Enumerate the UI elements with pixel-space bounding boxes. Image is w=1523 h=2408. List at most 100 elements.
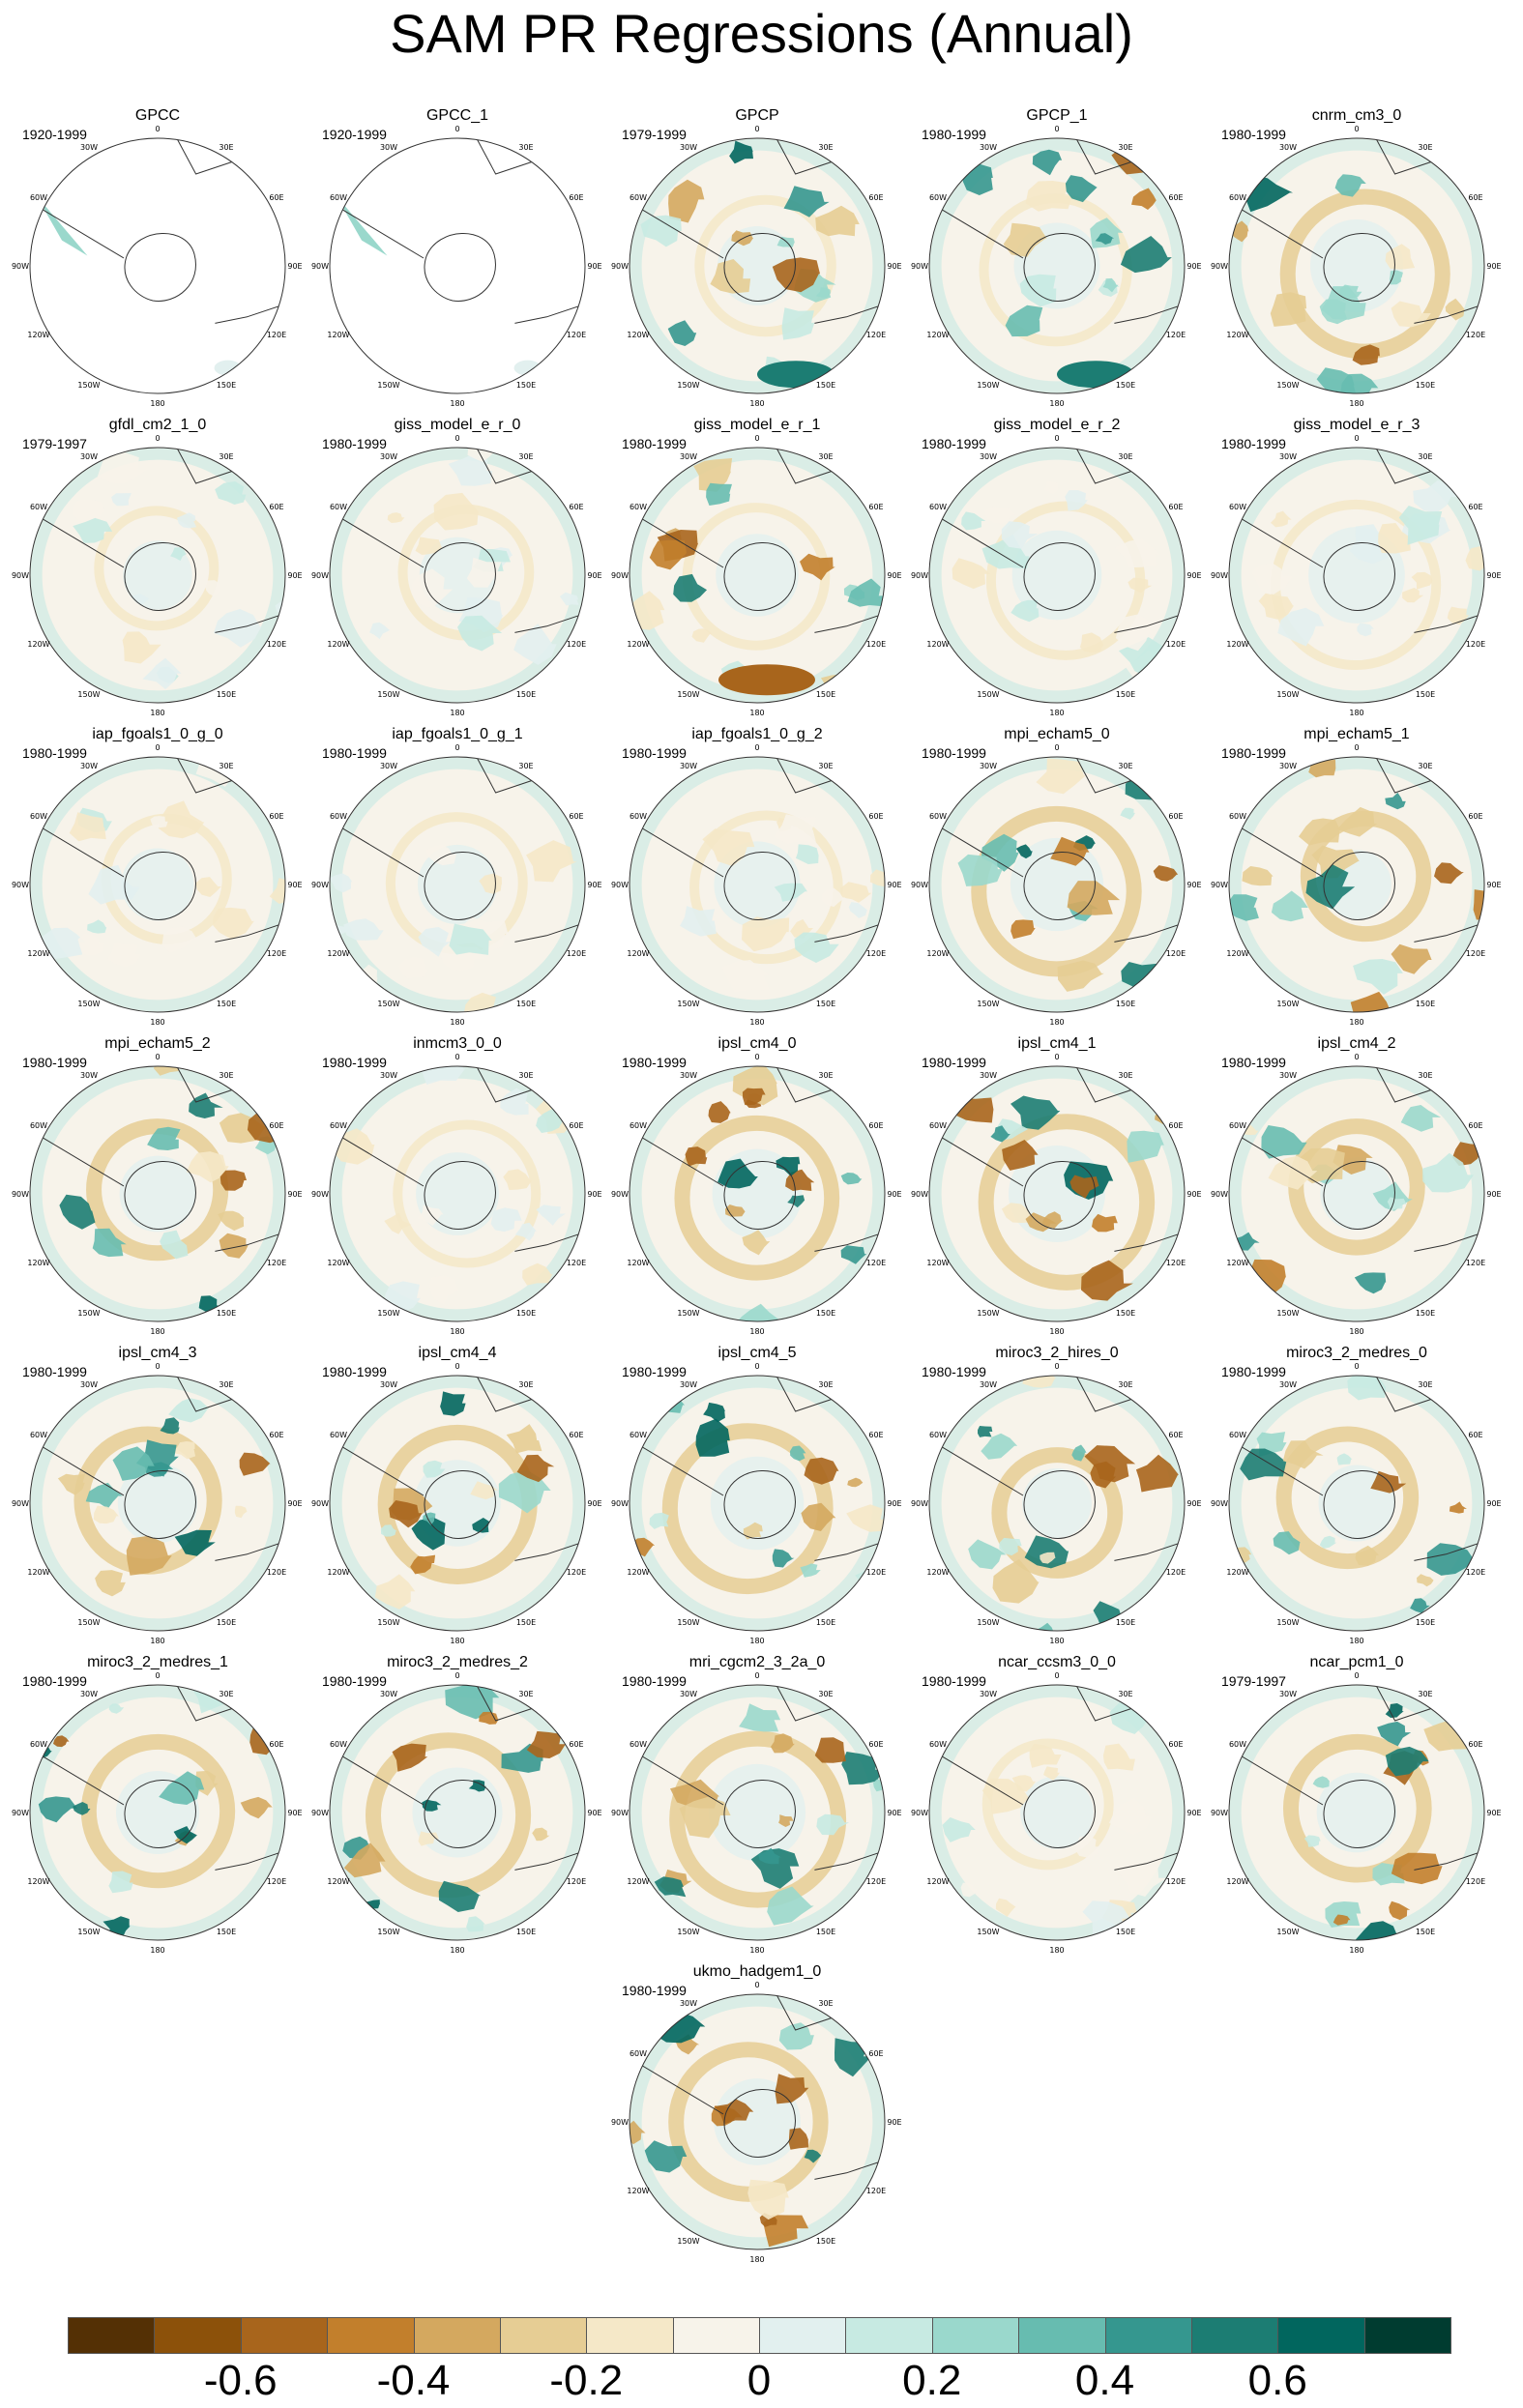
anomaly-patch <box>1319 299 1348 325</box>
panel-period: 1980-1999 <box>922 745 986 761</box>
anomaly-patch <box>171 1441 196 1460</box>
panel-title: giss_model_e_r_0 <box>394 417 521 433</box>
wet-band <box>929 1685 1185 1940</box>
longitude-label: 150E <box>816 690 835 699</box>
longitude-label: 0 <box>1054 743 1059 752</box>
anomaly-patch <box>1391 1852 1443 1885</box>
longitude-label: 60W <box>30 193 47 202</box>
longitude-label: 30W <box>680 143 697 152</box>
longitude-label: 120W <box>1226 1568 1248 1577</box>
anomaly-patch <box>1385 244 1416 270</box>
anomaly-patch <box>781 307 815 340</box>
anomaly-patch <box>1417 1574 1434 1587</box>
anomaly-patch <box>1117 1863 1167 1897</box>
longitude-label: 90W <box>1211 881 1228 889</box>
colorbar-cell <box>672 2317 760 2354</box>
anomaly-patch <box>1299 818 1340 846</box>
anomaly-patch <box>787 1195 805 1208</box>
longitude-label: 150W <box>1276 1309 1299 1318</box>
colorbar-cell <box>1277 2317 1365 2354</box>
longitude-label: 90W <box>611 1809 629 1817</box>
anomaly-patch <box>693 458 733 492</box>
longitude-label: 60E <box>269 1740 283 1749</box>
anomaly-patch <box>522 1262 553 1286</box>
longitude-label: 90E <box>1486 262 1501 271</box>
longitude-label: 90W <box>611 571 629 580</box>
longitude-label: 90W <box>611 2118 629 2127</box>
wet-band <box>630 1376 885 1631</box>
anomaly-patch <box>195 877 221 897</box>
australia-coastline <box>814 2160 885 2180</box>
anomaly-patch <box>1336 806 1378 837</box>
africa-coastline <box>1075 1685 1134 1722</box>
panel-title: giss_model_e_r_3 <box>1293 417 1420 433</box>
anomaly-patch <box>526 1730 566 1758</box>
longitude-label: 30W <box>980 143 997 152</box>
polar-map: 0 30E 60E 90E 120E 150E 180 150W 120W 90W 60W 30W <box>1211 434 1502 717</box>
longitude-label: 90E <box>1486 1809 1501 1817</box>
longitude-label: 150W <box>377 381 399 390</box>
anomaly-patch <box>776 236 795 247</box>
panel-period: 1980-1999 <box>22 1364 87 1379</box>
anomaly-patch <box>440 1391 466 1416</box>
anomaly-patch <box>847 1477 864 1488</box>
south-america-coastline <box>929 1748 1024 1806</box>
longitude-label: 120E <box>567 1877 586 1886</box>
south-america-coastline <box>630 1748 724 1806</box>
longitude-label: 180 <box>749 1946 764 1955</box>
colorbar-cell <box>413 2317 501 2354</box>
longitude-label: 0 <box>754 1362 759 1371</box>
wet-core <box>117 1463 198 1544</box>
australia-coastline <box>1414 922 1484 943</box>
panel-title: ncar_ccsm3_0_0 <box>998 1654 1116 1670</box>
anomaly-patch <box>95 1570 126 1597</box>
longitude-label: 0 <box>1354 125 1359 133</box>
wet-band <box>929 138 1185 393</box>
anomaly-patch <box>654 1876 687 1898</box>
south-america-coastline <box>630 1438 724 1496</box>
anomaly-patch <box>1271 890 1308 922</box>
longitude-label: 0 <box>454 1671 459 1680</box>
antarctica-coastline <box>1323 1780 1395 1848</box>
south-america-coastline <box>330 201 425 259</box>
anomaly-patch <box>673 573 708 602</box>
anomaly-patch <box>758 1847 781 1865</box>
panel-title: mpi_echam5_0 <box>1004 726 1110 742</box>
longitude-label: 60W <box>630 812 647 821</box>
anomaly-patch <box>103 1916 131 1940</box>
longitude-label: 30E <box>1118 1690 1132 1698</box>
anomaly-patch <box>428 1275 460 1305</box>
anomaly-patch <box>43 927 86 960</box>
longitude-label: 120W <box>27 949 49 958</box>
anomaly-patch <box>69 812 106 842</box>
longitude-label: 150E <box>516 1000 536 1008</box>
anomaly-patch <box>410 1554 436 1575</box>
anomaly-patch <box>840 882 872 903</box>
anomaly-patch <box>168 1398 210 1423</box>
map-border <box>928 756 1186 1013</box>
anomaly-patch <box>215 481 247 505</box>
anomaly-patch <box>952 558 990 590</box>
anomaly-patch <box>97 450 147 484</box>
map-border <box>928 1684 1186 1941</box>
anomaly-patch <box>415 537 443 555</box>
anomaly-patch <box>846 1504 885 1532</box>
longitude-label: 120E <box>1466 331 1485 339</box>
anomaly-patch <box>1350 991 1393 1012</box>
dry-band <box>94 506 220 631</box>
anomaly-patch <box>343 1842 386 1878</box>
panel-title: mpi_echam5_2 <box>104 1035 211 1052</box>
longitude-label: 0 <box>155 743 160 752</box>
map-border <box>329 447 586 704</box>
anomaly-patch <box>1312 1776 1331 1788</box>
longitude-label: 30E <box>518 452 533 461</box>
longitude-label: 60E <box>569 1431 583 1439</box>
longitude-label: 90E <box>887 262 901 271</box>
longitude-label: 180 <box>450 1018 464 1027</box>
longitude-label: 150W <box>677 1618 699 1627</box>
africa-coastline <box>776 757 835 794</box>
anomaly-patch <box>788 2128 808 2150</box>
anomaly-patch <box>1434 862 1464 885</box>
anomaly-patch <box>1153 865 1179 882</box>
longitude-label: 60E <box>569 1121 583 1130</box>
